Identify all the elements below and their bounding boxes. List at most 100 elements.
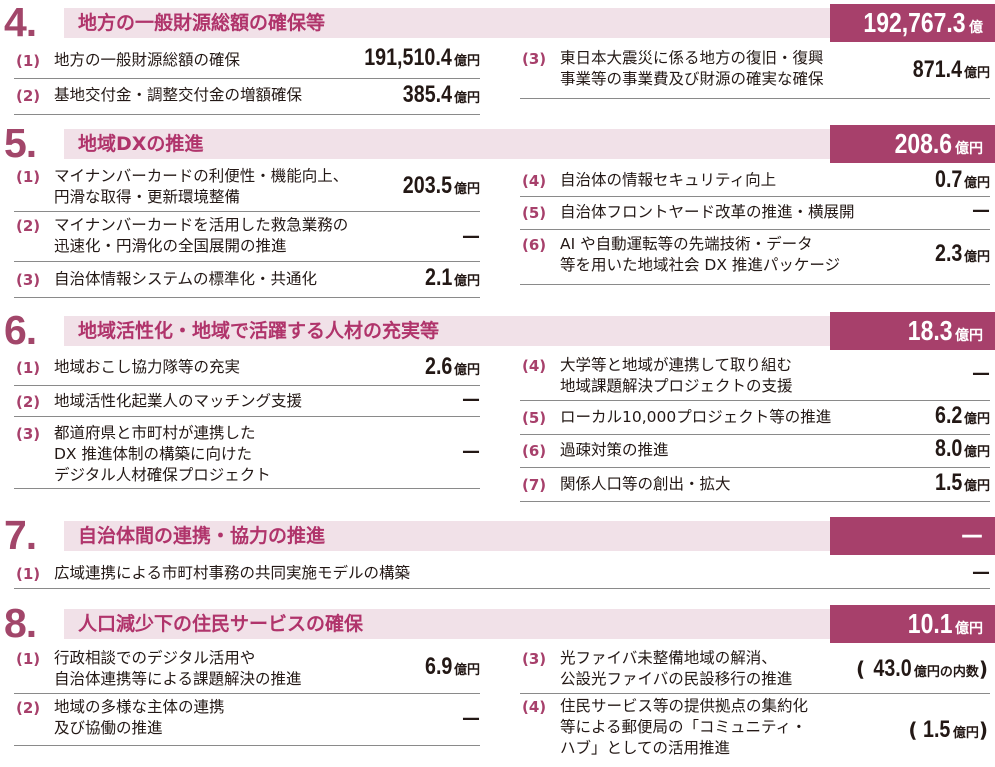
item-label: マイナンバーカードを活用した救急業務の 迅速化・円滑化の全国展開の推進 [54, 216, 349, 255]
section-title-band: 地域活性化・地域で活躍する人材の充実等 [64, 316, 830, 346]
section-title-band: 地方の一般財源総額の確保等 [64, 8, 830, 38]
section-total: 10.1 億円 [830, 605, 995, 643]
total-value: 208.6 [894, 128, 952, 159]
item-index: (3) [16, 425, 41, 443]
section-total: — [830, 517, 995, 555]
budget-item: (1) 地方の一般財源総額の確保 191,510.4 億円 [14, 44, 480, 79]
item-label: 地域の多様な主体の連携 及び協働の推進 [54, 698, 225, 737]
budget-item: (3) 光ファイバ未整備地域の解消、 公設光ファイバの民設移行の推進 (43.0… [520, 646, 990, 694]
item-label: 地域おこし協力隊等の充実 [54, 358, 241, 376]
item-label: 自治体情報システムの標準化・共通化 [54, 270, 318, 288]
item-label: 地域活性化起業人のマッチング支援 [54, 392, 303, 410]
budget-item: (4) 自治体の情報セキュリティ向上 0.7 億円 [520, 166, 990, 197]
item-amount: 871.4 億円 [912, 56, 990, 83]
total-value: 192,767.3 [863, 7, 966, 38]
section-number: 4. [4, 0, 37, 45]
budget-item: (3) 都道府県と市町村が連携した DX 推進体制の構築に向けた デジタル人材確… [14, 417, 480, 489]
item-label: 光ファイバ未整備地域の解消、 公設光ファイバの民設移行の推進 [560, 649, 793, 688]
section-title: 地域活性化・地域で活躍する人材の充実等 [78, 320, 440, 342]
item-index: (5) [522, 409, 547, 427]
item-label: ローカル10,000プロジェクト等の推進 [560, 408, 832, 426]
item-index: (4) [522, 357, 547, 375]
item-label: 行政相談でのデジタル活用や 自治体連携等による課題解決の推進 [54, 649, 302, 688]
item-amount: 191,510.4 億円 [364, 44, 480, 71]
budget-item: (7) 関係人口等の創出・拡大 1.5 億円 [520, 468, 990, 502]
budget-item: (5) 自治体フロントヤード改革の推進・横展開 — [520, 197, 990, 230]
section-total: 192,767.3 億円 [830, 4, 995, 61]
total-unit: 億円 [969, 20, 983, 61]
item-amount: 385.4 億円 [402, 81, 480, 108]
budget-item: (5) ローカル10,000プロジェクト等の推進 6.2 億円 [520, 401, 990, 435]
item-index: (3) [522, 650, 547, 668]
item-index: (3) [16, 271, 41, 289]
item-label: 都道府県と市町村が連携した DX 推進体制の構築に向けた デジタル人材確保プロジ… [54, 424, 271, 484]
item-index: (1) [16, 168, 41, 186]
item-amount: 8.0 億円 [934, 435, 990, 462]
item-amount: 2.1 億円 [424, 264, 480, 291]
item-amount: — [972, 363, 990, 384]
section-total: 18.3 億円 [830, 312, 995, 350]
total-unit: 億円 [955, 141, 983, 157]
item-index: (6) [522, 236, 547, 254]
item-label: 基地交付金・調整交付金の増額確保 [54, 86, 303, 104]
budget-item: (4) 大学等と地域が連携して取り組む 地域課題解決プロジェクトの支援 — [520, 353, 990, 401]
item-index: (2) [16, 217, 41, 235]
section-number: 5. [4, 120, 37, 166]
item-label: 自治体の情報セキュリティ向上 [560, 171, 777, 189]
item-amount: (43.0 億円の内数) [855, 655, 988, 682]
item-index: (3) [522, 50, 547, 68]
item-amount: 0.7 億円 [934, 166, 990, 193]
item-label: 住民サービス等の提供拠点の集約化 等による郵便局の「コミュニティ・ ハブ」として… [560, 697, 809, 757]
budget-item: (6) 過疎対策の推進 8.0 億円 [520, 435, 990, 468]
item-index: (1) [16, 52, 41, 70]
budget-item: (3) 自治体情報システムの標準化・共通化 2.1 億円 [14, 262, 480, 298]
item-label: 東日本大震災に係る地方の復旧・復興 事業等の事業費及び財源の確実な確保 [560, 49, 824, 88]
total-unit: 億円 [955, 328, 983, 344]
item-amount: 2.3 億円 [934, 240, 990, 267]
total-value: 10.1 [907, 608, 952, 639]
item-amount: — [462, 389, 480, 410]
budget-item: (3) 東日本大震災に係る地方の復旧・復興 事業等の事業費及び財源の確実な確保 … [520, 44, 990, 99]
budget-item: (2) 基地交付金・調整交付金の増額確保 385.4 億円 [14, 79, 480, 115]
item-label: 関係人口等の創出・拡大 [560, 475, 731, 493]
item-amount: 203.5 億円 [402, 172, 480, 199]
item-index: (7) [522, 476, 547, 494]
item-index: (5) [522, 204, 547, 222]
item-amount: (1.5 億円) [908, 716, 988, 743]
budget-item: (2) 地域の多様な主体の連携 及び協働の推進 — [14, 694, 480, 746]
item-label: 大学等と地域が連携して取り組む 地域課題解決プロジェクトの支援 [560, 356, 793, 395]
section-title: 自治体間の連携・協力の推進 [78, 525, 326, 547]
item-index: (4) [522, 698, 547, 716]
item-amount: 2.6 億円 [424, 353, 480, 380]
item-amount: — [462, 441, 480, 462]
budget-item: (1) マイナンバーカードの利便性・機能向上、 円滑な取得・更新環境整備 203… [14, 166, 480, 212]
item-index: (2) [16, 393, 41, 411]
section-title-band: 自治体間の連携・協力の推進 [64, 521, 830, 551]
section-total: 208.6 億円 [830, 125, 995, 163]
item-label: 自治体フロントヤード改革の推進・横展開 [560, 203, 855, 221]
item-amount: 6.9 億円 [424, 653, 480, 680]
budget-item: (2) マイナンバーカードを活用した救急業務の 迅速化・円滑化の全国展開の推進 … [14, 212, 480, 262]
item-amount: 6.2 億円 [934, 402, 990, 429]
item-amount: — [972, 562, 990, 583]
budget-item: (2) 地域活性化起業人のマッチング支援 — [14, 386, 480, 417]
total-value: — [961, 523, 983, 548]
item-index: (2) [16, 87, 41, 105]
item-index: (2) [16, 699, 41, 717]
section-title: 人口減少下の住民サービスの確保 [78, 613, 364, 635]
total-unit: 億円 [955, 621, 983, 637]
item-label: 過疎対策の推進 [560, 441, 669, 459]
budget-item: (4) 住民サービス等の提供拠点の集約化 等による郵便局の「コミュニティ・ ハブ… [520, 694, 990, 766]
item-amount: — [462, 708, 480, 729]
item-amount: — [462, 226, 480, 247]
budget-item: (1) 地域おこし協力隊等の充実 2.6 億円 [14, 353, 480, 386]
item-index: (1) [16, 565, 41, 583]
section-number: 6. [4, 307, 37, 353]
budget-item: (1) 広域連携による市町村事務の共同実施モデルの構築 — [14, 559, 990, 589]
total-value: 18.3 [907, 315, 952, 346]
section-title: 地方の一般財源総額の確保等 [78, 12, 326, 34]
item-index: (4) [522, 172, 547, 190]
section-title: 地域DXの推進 [78, 133, 204, 155]
section-number: 8. [4, 600, 37, 646]
item-label: AI や自動運転等の先端技術・データ 等を用いた地域社会 DX 推進パッケージ [560, 235, 841, 274]
